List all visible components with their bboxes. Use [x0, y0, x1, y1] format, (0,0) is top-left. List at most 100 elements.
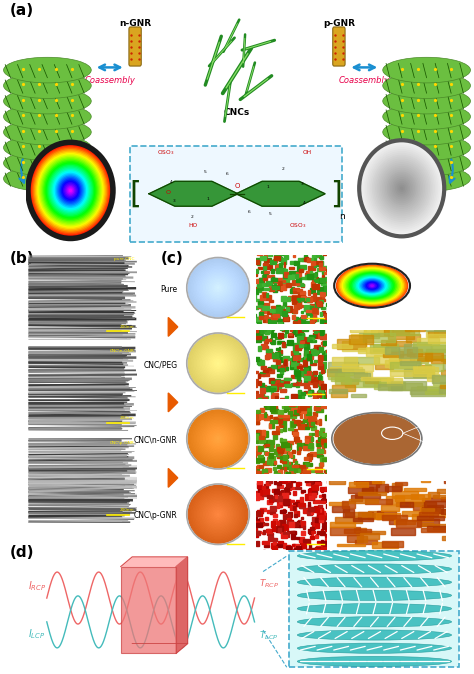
Bar — [308, 481, 312, 485]
Ellipse shape — [4, 166, 91, 191]
Bar — [306, 358, 311, 360]
Circle shape — [214, 360, 222, 367]
Bar — [322, 522, 326, 524]
Text: 6: 6 — [226, 172, 228, 176]
Bar — [320, 529, 323, 531]
Bar — [293, 309, 296, 313]
Bar — [255, 318, 260, 320]
Bar — [265, 293, 268, 297]
Bar — [392, 483, 402, 490]
Bar — [276, 417, 282, 421]
Circle shape — [193, 264, 243, 312]
Bar — [305, 439, 308, 443]
Bar — [274, 280, 280, 283]
Bar — [332, 357, 357, 365]
Bar — [298, 330, 303, 334]
Bar — [293, 412, 297, 415]
Bar — [267, 311, 272, 314]
Bar — [319, 312, 322, 316]
Bar — [318, 364, 323, 369]
Bar — [326, 387, 328, 390]
Bar — [283, 460, 288, 466]
Bar — [304, 408, 311, 413]
Bar — [283, 284, 286, 288]
Bar — [256, 433, 259, 435]
Bar — [296, 546, 302, 551]
Bar — [303, 340, 309, 343]
Bar — [308, 506, 310, 510]
Bar — [254, 531, 259, 533]
Bar — [296, 409, 299, 413]
Bar — [299, 292, 305, 296]
Bar — [259, 441, 263, 443]
Bar — [275, 348, 279, 350]
Bar — [291, 522, 298, 526]
Bar — [311, 437, 313, 441]
Bar — [254, 290, 255, 292]
Bar — [301, 344, 306, 346]
Bar — [424, 501, 446, 507]
Bar — [304, 321, 309, 323]
Bar — [278, 367, 282, 371]
Bar — [298, 295, 304, 299]
Bar — [351, 495, 362, 501]
Bar — [278, 363, 280, 365]
Bar — [265, 444, 269, 446]
Bar — [275, 495, 277, 497]
Bar — [404, 344, 431, 354]
Bar — [282, 510, 286, 512]
Text: 1: 1 — [266, 185, 269, 189]
Bar — [265, 295, 271, 300]
Bar — [294, 318, 300, 321]
Bar — [302, 466, 307, 471]
Bar — [426, 325, 447, 331]
Bar — [297, 420, 300, 425]
Bar — [283, 274, 287, 278]
Bar — [320, 292, 325, 297]
Circle shape — [47, 164, 93, 216]
Bar — [316, 261, 322, 264]
Bar — [280, 357, 286, 363]
Bar — [319, 519, 323, 522]
Bar — [311, 350, 317, 355]
Bar — [294, 525, 300, 527]
Bar — [267, 329, 270, 334]
Bar — [315, 519, 319, 524]
Bar — [306, 310, 311, 313]
Bar — [287, 441, 293, 444]
Bar — [282, 502, 286, 503]
Bar — [273, 366, 278, 368]
Bar — [275, 353, 280, 357]
Bar — [326, 291, 328, 295]
Bar — [290, 262, 296, 264]
Bar — [327, 438, 331, 441]
Bar — [299, 406, 301, 410]
Bar — [320, 548, 325, 552]
Bar — [287, 340, 293, 344]
Bar — [253, 381, 258, 384]
Text: (c): (c) — [161, 251, 184, 266]
Text: [: [ — [130, 179, 142, 208]
Bar — [322, 496, 325, 500]
Bar — [315, 518, 319, 522]
Bar — [351, 394, 366, 397]
Bar — [254, 450, 260, 454]
Bar — [267, 275, 270, 277]
Circle shape — [201, 271, 236, 305]
Bar — [326, 268, 331, 272]
Bar — [295, 461, 297, 464]
Bar — [307, 274, 312, 279]
Bar — [283, 493, 285, 495]
Circle shape — [378, 161, 426, 216]
Bar — [303, 462, 310, 464]
Bar — [303, 469, 310, 474]
Bar — [309, 530, 310, 534]
Circle shape — [348, 272, 396, 300]
Bar — [282, 328, 288, 332]
Bar — [325, 539, 329, 541]
Bar — [299, 365, 301, 367]
Bar — [319, 487, 326, 491]
Bar — [328, 369, 364, 373]
Bar — [257, 465, 259, 468]
Bar — [255, 516, 257, 520]
